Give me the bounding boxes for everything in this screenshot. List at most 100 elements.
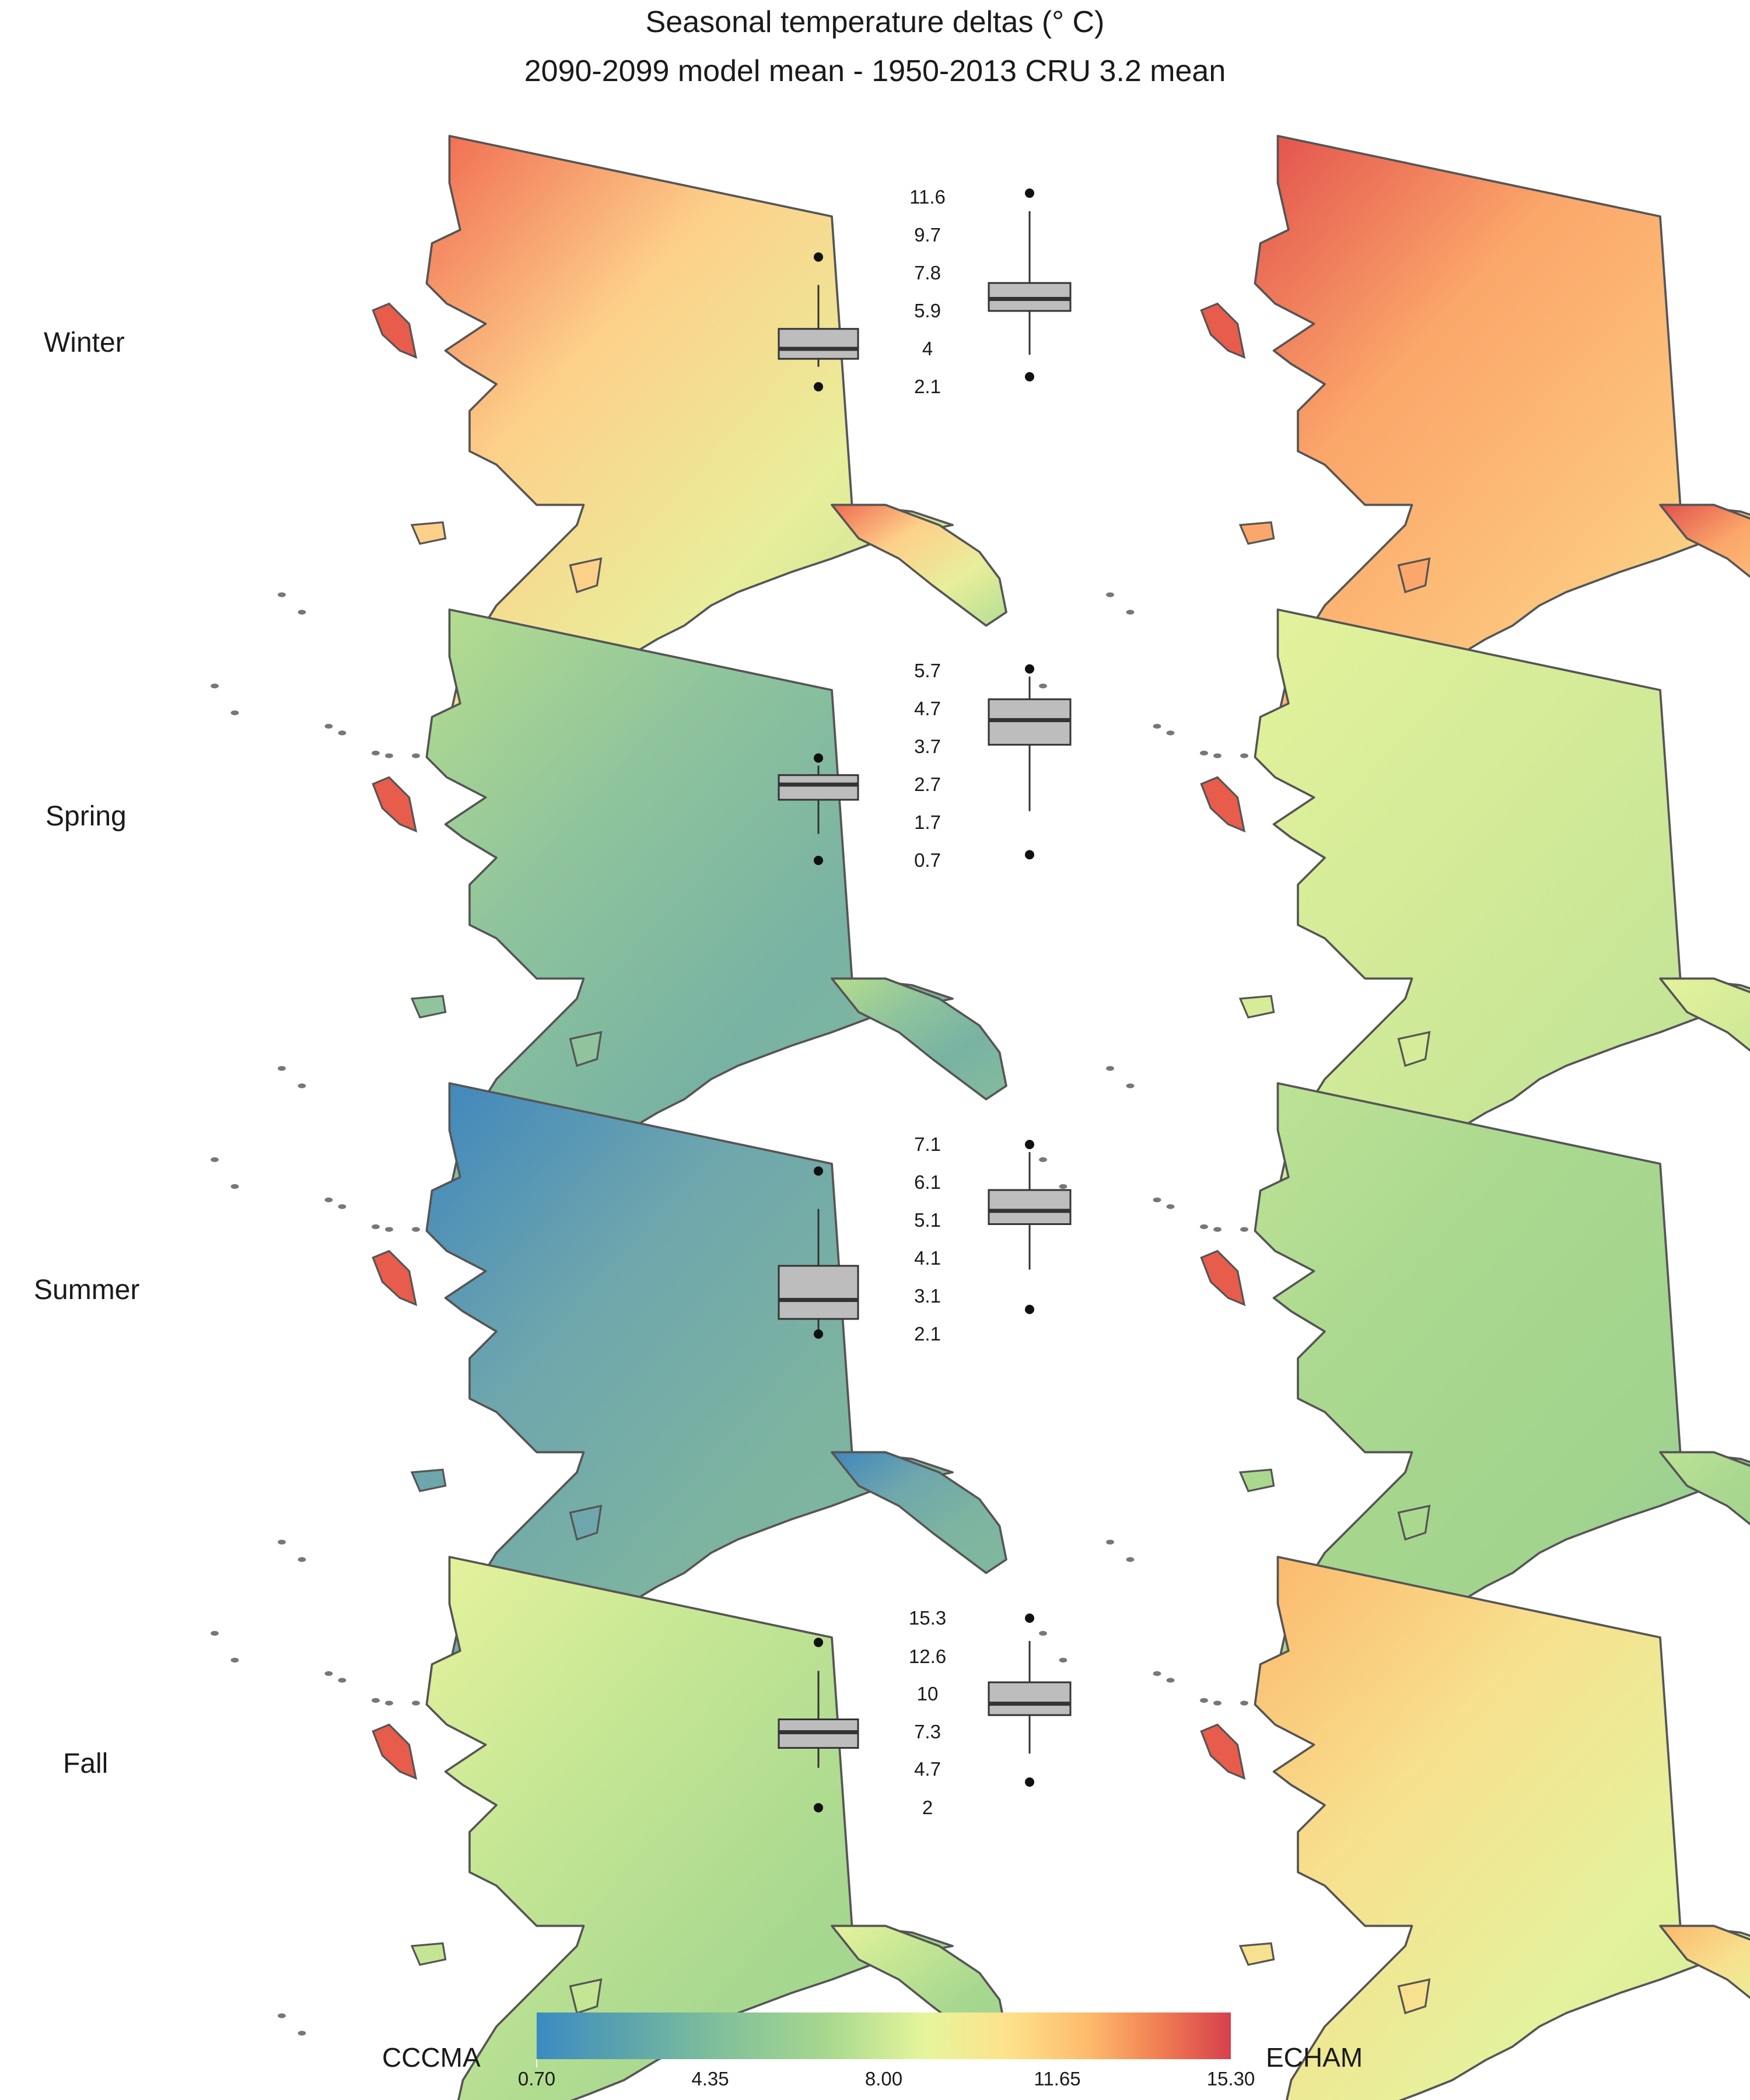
box-iqr (988, 1681, 1072, 1716)
aleutian-island (324, 723, 333, 729)
tick-label: 2 (922, 1797, 933, 1818)
aleutian-island (298, 1083, 306, 1088)
outlier-point (814, 382, 823, 391)
island (1397, 1504, 1431, 1541)
aleutian-island (1153, 1197, 1161, 1203)
box-spring-echam (988, 664, 1072, 860)
map-summer-echam (1039, 1082, 1750, 1710)
mainland (1254, 608, 1750, 1195)
aleutian-island (1240, 753, 1248, 758)
aleutian-island (1213, 1227, 1222, 1232)
outlier-point (814, 856, 823, 865)
page-title: Seasonal temperature deltas (° C) (645, 5, 1105, 39)
aleutian-island (1039, 1630, 1047, 1636)
aleutian-island (338, 730, 346, 736)
map-fall-echam (1106, 1556, 1750, 2100)
panhandle (831, 503, 1007, 627)
aleutian-island (1059, 1184, 1068, 1189)
tick-labels-winter: 11.6 9.7 7.8 5.9 4 2.1 (887, 0, 968, 2100)
tick-label: 10 (916, 1682, 939, 1704)
tick-label: 1.7 (914, 811, 941, 833)
colorbar-tick-label: 15.30 (1206, 2068, 1255, 2090)
tick-label: 4 (922, 338, 933, 359)
panhandle (1659, 977, 1750, 1052)
tick-label: 15.3 (908, 1607, 947, 1629)
season-label-winter: Winter (44, 327, 125, 358)
aleutian-island (338, 1204, 346, 1209)
island (1238, 521, 1275, 545)
aleutian-island (412, 753, 420, 758)
island (372, 1723, 418, 1780)
aleutian-island (1240, 1227, 1248, 1232)
outlier-point (814, 1637, 823, 1647)
box-summer-cccma (778, 1166, 859, 1339)
box-winter-cccma (778, 252, 859, 391)
outlier-point (1025, 372, 1034, 382)
island (372, 302, 418, 359)
tick-label: 0.7 (914, 849, 941, 871)
legend-left-model: CCCMA (382, 2042, 481, 2073)
aleutian-island (211, 1157, 219, 1163)
aleutian-island (372, 1698, 380, 1703)
season-label-fall: Fall (63, 1748, 108, 1779)
tick-label: 6.1 (914, 1171, 941, 1193)
aleutian-island (1240, 1700, 1248, 1706)
colorbar-tick-mark (536, 2059, 537, 2067)
aleutian-island (372, 1224, 380, 1230)
aleutian-island (1166, 1678, 1175, 1683)
island (569, 557, 603, 594)
tick-label: 4.7 (914, 1758, 941, 1780)
mainland (1254, 135, 1750, 721)
mainland (1254, 1082, 1750, 1668)
tick-label: 2.7 (914, 774, 941, 795)
island (372, 776, 418, 833)
aleutian-island (1106, 1539, 1114, 1545)
legend-right-model: ECHAM (1266, 2042, 1363, 2073)
aleutian-island (385, 1700, 393, 1706)
aleutian-island (1059, 1657, 1068, 1663)
aleutian-island (278, 1539, 286, 1545)
tick-label: 7.8 (914, 262, 941, 284)
island (1397, 557, 1431, 594)
box-iqr (778, 1265, 859, 1320)
aleutian-island (1039, 1157, 1047, 1163)
aleutian-island (1106, 592, 1114, 597)
aleutian-island (278, 2013, 286, 2018)
box-summer-echam (988, 1140, 1072, 1314)
mainland (1254, 1556, 1750, 2100)
island (1238, 1942, 1275, 1966)
aleutian-island (1200, 750, 1208, 756)
aleutian-island (278, 1066, 286, 1071)
season-label-summer: Summer (34, 1275, 140, 1306)
colorbar-tick-mark (1230, 2059, 1231, 2067)
tick-label: 5.1 (914, 1209, 941, 1231)
outlier-point (1025, 664, 1034, 674)
outlier-point (1025, 188, 1034, 198)
aleutian-island (1126, 1557, 1135, 1562)
aleutian-island (230, 1657, 239, 1663)
box-iqr (778, 774, 859, 801)
box-fall-cccma (778, 1637, 859, 1812)
island (1238, 1468, 1275, 1493)
tick-label: 3.1 (914, 1285, 941, 1307)
tick-label: 2.1 (914, 376, 941, 397)
island (1200, 776, 1246, 833)
outlier-point (1025, 1304, 1034, 1314)
mainland (425, 1082, 954, 1668)
aleutian-island (230, 710, 239, 716)
island (569, 1504, 603, 1541)
aleutian-island (298, 2031, 306, 2036)
island (372, 1250, 418, 1307)
box-winter-echam (988, 188, 1072, 382)
panhandle (1659, 503, 1750, 579)
aleutian-island (385, 1227, 393, 1232)
outlier-point (1025, 1614, 1034, 1623)
colorbar-tick-label: 8.00 (864, 2068, 903, 2090)
aleutian-island (412, 1227, 420, 1232)
colorbar-tick-label: 11.65 (1034, 2068, 1081, 2090)
colorbar (537, 2013, 1231, 2059)
tick-labels-spring: 5.7 4.7 3.7 2.7 1.7 0.7 (887, 0, 968, 2100)
mainland (425, 1556, 954, 2100)
tick-label: 7.1 (914, 1133, 941, 1155)
box-fall-echam (988, 1614, 1072, 1787)
